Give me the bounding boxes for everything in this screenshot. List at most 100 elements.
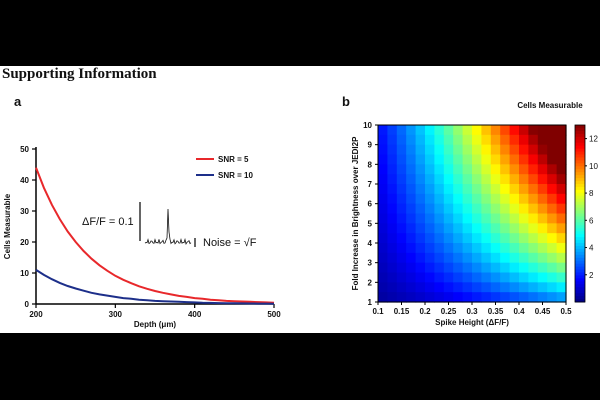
heatmap-cell: [434, 125, 445, 136]
heatmap-cell: [387, 174, 398, 185]
colorbar-step: [575, 204, 585, 209]
heatmap-cell: [434, 213, 445, 224]
heatmap-cell: [547, 272, 558, 283]
figure-panel: Supporting Information a b 0 10 20 30 40 50 20…: [0, 66, 600, 333]
heatmap-cell: [500, 184, 511, 195]
heatmap-cell: [528, 144, 539, 156]
heatmap-cell: [519, 154, 529, 165]
heatmap-cell: [406, 223, 417, 234]
heatmap-cell: [528, 154, 539, 165]
colorbar-step: [575, 278, 585, 282]
heatmap-cell: [453, 262, 464, 274]
heatmap-cell: [547, 243, 558, 254]
heatmap-cell: [387, 154, 398, 165]
heatmap-cell: [472, 252, 482, 264]
heatmap-cell: [472, 164, 482, 175]
heatmap-cell: [490, 252, 501, 264]
heatmap-cell: [406, 174, 417, 185]
colorbar-step: [575, 245, 585, 250]
colorbar-step: [575, 142, 585, 147]
heatmap-cell: [490, 184, 501, 195]
heatmap-cell: [453, 282, 464, 293]
x-tick-label: 0.2: [419, 307, 431, 316]
heatmap-cell: [378, 174, 388, 185]
heatmap-cell: [378, 233, 388, 244]
heatmap-cell: [490, 223, 501, 234]
heatmap-cell: [415, 154, 426, 165]
colorbar-step: [575, 257, 585, 262]
panel-label-b: b: [342, 94, 350, 109]
heatmap-cell: [462, 282, 473, 293]
heatmap-cell: [490, 243, 501, 254]
heatmap-cell: [472, 243, 482, 254]
heatmap-cell: [519, 223, 529, 234]
heatmap-cell: [519, 164, 529, 175]
heatmap-cell: [556, 282, 567, 293]
colorbar-step: [575, 225, 585, 229]
heatmap-cell: [547, 144, 558, 156]
heatmap-cell: [528, 282, 539, 293]
heatmap-cell: [387, 184, 398, 195]
heatmap-cell: [415, 203, 426, 215]
y-tick-label: 10: [20, 269, 29, 278]
colorbar-step: [575, 240, 585, 244]
heatmap-cell: [453, 144, 464, 156]
y-tick-label: 40: [20, 176, 29, 185]
heatmap-cell: [528, 252, 539, 264]
x-axis-label: Spike Height (ΔF/F): [435, 318, 509, 327]
heatmap-cell: [481, 125, 492, 136]
x-tick-label: 0.5: [560, 307, 572, 316]
heatmap-cell: [396, 144, 407, 156]
y-tick-label: 9: [368, 141, 373, 150]
heatmap-cell: [453, 154, 464, 165]
heatmap-cell: [378, 292, 388, 303]
heatmap-cell: [453, 252, 464, 264]
heatmap-cell: [462, 252, 473, 264]
heatmap-cell: [462, 223, 473, 234]
heatmap-cell: [396, 174, 407, 185]
colorbar-step: [575, 169, 585, 173]
colorbar-tick-label: 10: [589, 162, 598, 171]
heatmap-cell: [378, 213, 388, 224]
heatmap-cell: [387, 272, 398, 283]
heatmap-cell: [462, 125, 473, 136]
colorbar-step: [575, 133, 585, 138]
heatmap-cell: [481, 184, 492, 195]
chart-title: Cells Measurable: [517, 101, 583, 110]
heatmap-cell: [443, 262, 454, 274]
colorbar-tick-label: 4: [589, 244, 594, 253]
colorbar-step: [575, 222, 585, 226]
heatmap-cell: [406, 144, 417, 156]
colorbar-step: [575, 139, 585, 144]
colorbar-step: [575, 184, 585, 188]
heatmap-cell: [425, 125, 435, 136]
heatmap-cell: [481, 164, 492, 175]
heatmap-cell: [500, 262, 511, 274]
heatmap-cell: [519, 243, 529, 254]
heatmap-cell: [472, 223, 482, 234]
heatmap-cell: [425, 252, 435, 264]
colorbar-step: [575, 254, 585, 259]
heatmap-cell: [556, 262, 567, 274]
x-tick-label: 0.45: [535, 307, 551, 316]
heatmap-cell: [378, 203, 388, 215]
heatmap-cell: [415, 134, 426, 146]
heatmap-cell: [387, 144, 398, 156]
heatmap-cell: [528, 134, 539, 146]
heatmap-cell: [387, 292, 398, 303]
heatmap-cell: [462, 272, 473, 283]
heatmap-cell: [528, 203, 539, 215]
heatmap-cell: [556, 154, 567, 165]
heatmap-cell: [519, 282, 529, 293]
heatmap-cell: [528, 164, 539, 175]
legend-label-2: SNR = 10: [218, 171, 253, 180]
heatmap-cell: [519, 203, 529, 215]
heatmap-cell: [547, 282, 558, 293]
heatmap-cell: [490, 154, 501, 165]
heatmap-cell: [434, 174, 445, 185]
heatmap-cell: [490, 193, 501, 205]
colorbar-step: [575, 125, 585, 129]
colorbar-step: [575, 243, 585, 247]
heatmap-cell: [434, 262, 445, 274]
colorbar-step: [575, 216, 585, 220]
